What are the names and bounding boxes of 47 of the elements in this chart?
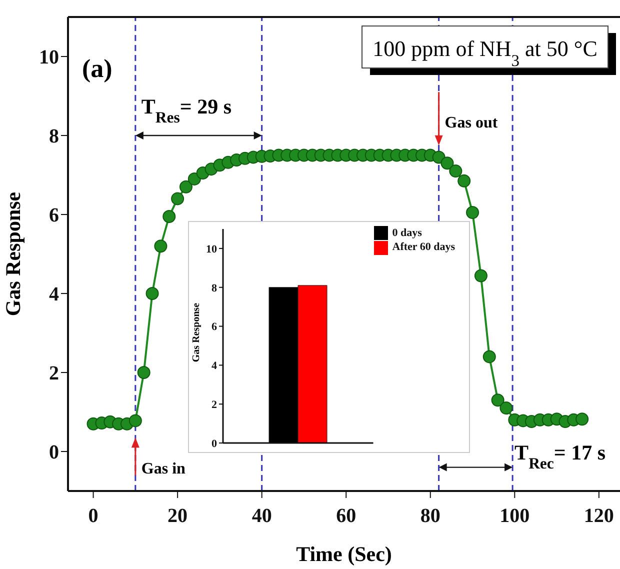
y-axis-title: Gas Response	[191, 302, 202, 362]
point	[449, 164, 462, 178]
y-tick-label: 10	[206, 243, 218, 256]
y-tick-label: 10	[39, 46, 59, 69]
y-tick-label: 4	[49, 284, 59, 306]
point	[162, 210, 176, 223]
x-tick-label: 120	[584, 505, 614, 528]
point	[500, 402, 513, 415]
point	[128, 414, 142, 428]
x-tick-label: 100	[500, 505, 530, 528]
annotation: T$_{Res}$= 29 s	[141, 94, 232, 126]
y-tick-label: 8	[212, 282, 218, 294]
point	[440, 156, 454, 170]
y-tick-label: 6	[212, 321, 218, 334]
text: 100 ppm of NH$_{3}$ at 50 °C	[372, 36, 598, 70]
y-tick-label: 2	[212, 398, 218, 411]
x-tick-label: 80	[420, 505, 440, 528]
point	[137, 366, 150, 379]
annotation: T$_{Rec}$= 17 s	[514, 440, 606, 472]
x-tick-label: 20	[168, 505, 188, 528]
annotation: Gas out	[444, 114, 498, 132]
point	[171, 192, 184, 206]
y-tick-label: 8	[49, 126, 59, 148]
y-tick-label: 0	[49, 442, 59, 464]
annotation: (a)	[82, 54, 112, 83]
x-tick-label: 0	[88, 505, 98, 528]
x-axis-title: Time (Sec)	[296, 542, 392, 566]
y-tick-label: 0	[212, 438, 218, 450]
y-tick-label: 4	[212, 360, 218, 372]
point	[576, 412, 589, 426]
point	[146, 287, 159, 300]
annotation: Gas in	[141, 460, 186, 478]
point	[458, 174, 471, 188]
point	[482, 350, 496, 364]
point	[474, 269, 488, 282]
legend-label: After 60 days	[392, 241, 455, 254]
point	[179, 180, 192, 194]
legend-label: 0 days	[392, 227, 422, 239]
y-axis-title: Gas Response	[1, 192, 25, 316]
point	[154, 240, 168, 253]
x-tick-label: 60	[336, 505, 356, 528]
point	[466, 206, 480, 220]
x-tick-label: 40	[252, 505, 272, 528]
y-tick-label: 2	[49, 362, 59, 385]
point	[491, 394, 504, 407]
y-tick-label: 6	[49, 204, 59, 227]
point	[188, 172, 201, 186]
